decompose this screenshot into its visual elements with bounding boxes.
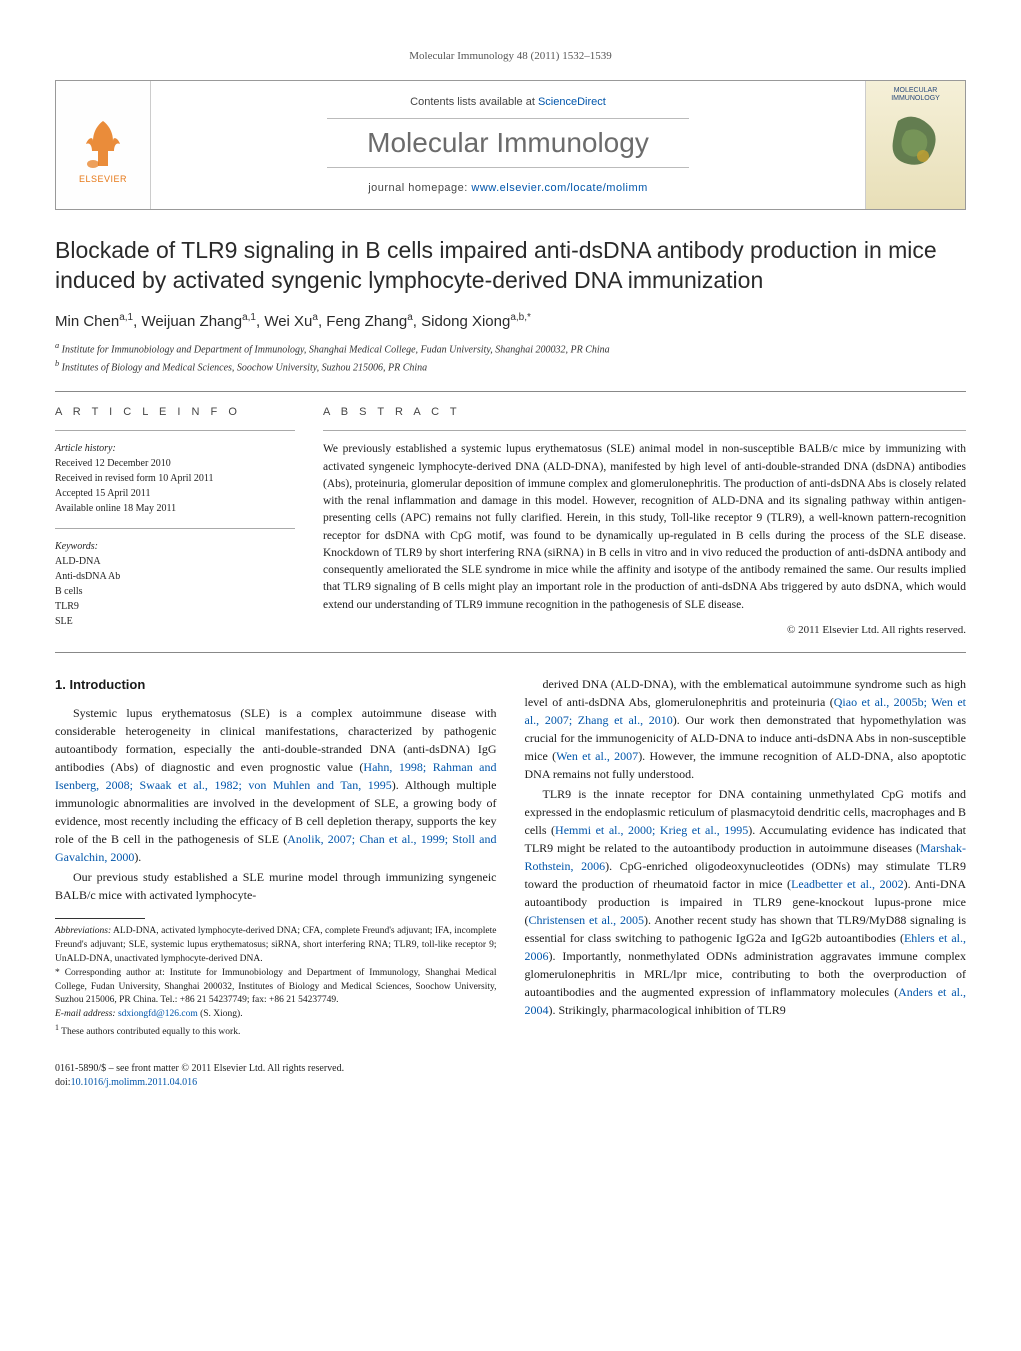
footnote-equal-contrib: 1 These authors contributed equally to t… — [55, 1022, 497, 1040]
abstract-heading: A B S T R A C T — [323, 406, 966, 418]
history-received: Received 12 December 2010 — [55, 456, 295, 471]
email-label: E-mail address: — [55, 1009, 118, 1019]
footnote-block: Abbreviations: ALD-DNA, activated lympho… — [55, 925, 497, 1039]
article-info-heading: A R T I C L E I N F O — [55, 406, 295, 418]
keyword-1: ALD-DNA — [55, 554, 295, 569]
abstract-column: A B S T R A C T We previously establishe… — [323, 406, 966, 636]
citation-7[interactable]: Leadbetter et al., 2002 — [791, 877, 904, 891]
homepage-prefix: journal homepage: — [368, 182, 471, 194]
abstract-divider — [323, 430, 966, 431]
footnote-corresponding: * Corresponding author at: Institute for… — [55, 967, 497, 1008]
keyword-2: Anti-dsDNA Ab — [55, 569, 295, 584]
author-list: Min Chena,1, Weijuan Zhanga,1, Wei Xua, … — [55, 312, 966, 330]
footer-copyright: 0161-5890/$ – see front matter © 2011 El… — [55, 1063, 344, 1074]
keyword-4: TLR9 — [55, 599, 295, 614]
citation-5[interactable]: Hemmi et al., 2000; Krieg et al., 1995 — [555, 823, 748, 837]
contents-available-line: Contents lists available at ScienceDirec… — [410, 96, 606, 108]
affiliation-b: b Institutes of Biology and Medical Scie… — [55, 358, 966, 376]
doi-label: doi: — [55, 1077, 71, 1088]
journal-homepage-link[interactable]: www.elsevier.com/locate/molimm — [471, 182, 647, 194]
cover-thumb-icon — [878, 106, 953, 181]
footnote-rule — [55, 918, 145, 919]
abstract-text: We previously established a systemic lup… — [323, 441, 966, 614]
article-title: Blockade of TLR9 signaling in B cells im… — [55, 236, 966, 296]
info-divider-2 — [55, 528, 295, 529]
corresponding-email-link[interactable]: sdxiongfd@126.com — [118, 1009, 198, 1019]
intro-para-3: TLR9 is the innate receptor for DNA cont… — [525, 785, 967, 1019]
affiliation-a-text: Institute for Immunobiology and Departme… — [62, 344, 610, 355]
divider-bottom — [55, 652, 966, 653]
body-two-column: 1. Introduction Systemic lupus erythemat… — [55, 675, 966, 1040]
history-accepted: Accepted 15 April 2011 — [55, 486, 295, 501]
keywords-block: Keywords: ALD-DNA Anti-dsDNA Ab B cells … — [55, 539, 295, 629]
masthead-center: Contents lists available at ScienceDirec… — [151, 81, 865, 209]
section-1-heading: 1. Introduction — [55, 675, 497, 695]
intro-para-1: Systemic lupus erythematosus (SLE) is a … — [55, 704, 497, 866]
intro-para-2b: derived DNA (ALD-DNA), with the emblemat… — [525, 675, 967, 783]
history-revised: Received in revised form 10 April 2011 — [55, 471, 295, 486]
affiliation-b-text: Institutes of Biology and Medical Scienc… — [62, 362, 428, 373]
keywords-label: Keywords: — [55, 539, 295, 554]
journal-homepage-line: journal homepage: www.elsevier.com/locat… — [368, 182, 648, 194]
email-suffix: (S. Xiong). — [198, 1009, 243, 1019]
keyword-3: B cells — [55, 584, 295, 599]
footnote-abbr: Abbreviations: ALD-DNA, activated lympho… — [55, 925, 497, 966]
history-label: Article history: — [55, 441, 295, 456]
sciencedirect-link[interactable]: ScienceDirect — [538, 96, 606, 108]
journal-masthead: ELSEVIER Contents lists available at Sci… — [55, 80, 966, 210]
p3g: ). Strikingly, pharmacological inhibitio… — [549, 1003, 786, 1017]
article-info-column: A R T I C L E I N F O Article history: R… — [55, 406, 295, 636]
contents-prefix: Contents lists available at — [410, 96, 538, 108]
citation-4[interactable]: Wen et al., 2007 — [556, 749, 638, 763]
equal-text: These authors contributed equally to thi… — [61, 1027, 240, 1037]
elsevier-tree-icon — [78, 116, 128, 171]
abbr-label: Abbreviations: — [55, 926, 111, 936]
elsevier-wordmark: ELSEVIER — [79, 174, 127, 184]
publisher-logo-box: ELSEVIER — [56, 81, 151, 209]
p1c: ). — [134, 850, 141, 864]
doi-link[interactable]: 10.1016/j.molimm.2011.04.016 — [71, 1077, 198, 1088]
info-abstract-row: A R T I C L E I N F O Article history: R… — [55, 392, 966, 652]
footnote-email: E-mail address: sdxiongfd@126.com (S. Xi… — [55, 1008, 497, 1022]
article-history-block: Article history: Received 12 December 20… — [55, 441, 295, 516]
journal-name: Molecular Immunology — [327, 118, 689, 168]
citation-8[interactable]: Christensen et al., 2005 — [529, 913, 645, 927]
abstract-copyright: © 2011 Elsevier Ltd. All rights reserved… — [323, 624, 966, 636]
elsevier-logo: ELSEVIER — [68, 116, 138, 201]
intro-para-2a: Our previous study established a SLE mur… — [55, 868, 497, 904]
page-footer: 0161-5890/$ – see front matter © 2011 El… — [55, 1062, 966, 1090]
running-head: Molecular Immunology 48 (2011) 1532–1539 — [55, 50, 966, 62]
p2a: Our previous study established a SLE mur… — [55, 870, 497, 902]
cover-thumb-title: MOLECULAR IMMUNOLOGY — [872, 87, 959, 102]
affiliation-a: a Institute for Immunobiology and Depart… — [55, 340, 966, 358]
history-online: Available online 18 May 2011 — [55, 501, 295, 516]
affiliation-list: a Institute for Immunobiology and Depart… — [55, 340, 966, 376]
info-divider-1 — [55, 430, 295, 431]
abbr-text: ALD-DNA, activated lymphocyte-derived DN… — [55, 926, 497, 964]
journal-cover-thumb: MOLECULAR IMMUNOLOGY — [865, 81, 965, 209]
keyword-5: SLE — [55, 614, 295, 629]
